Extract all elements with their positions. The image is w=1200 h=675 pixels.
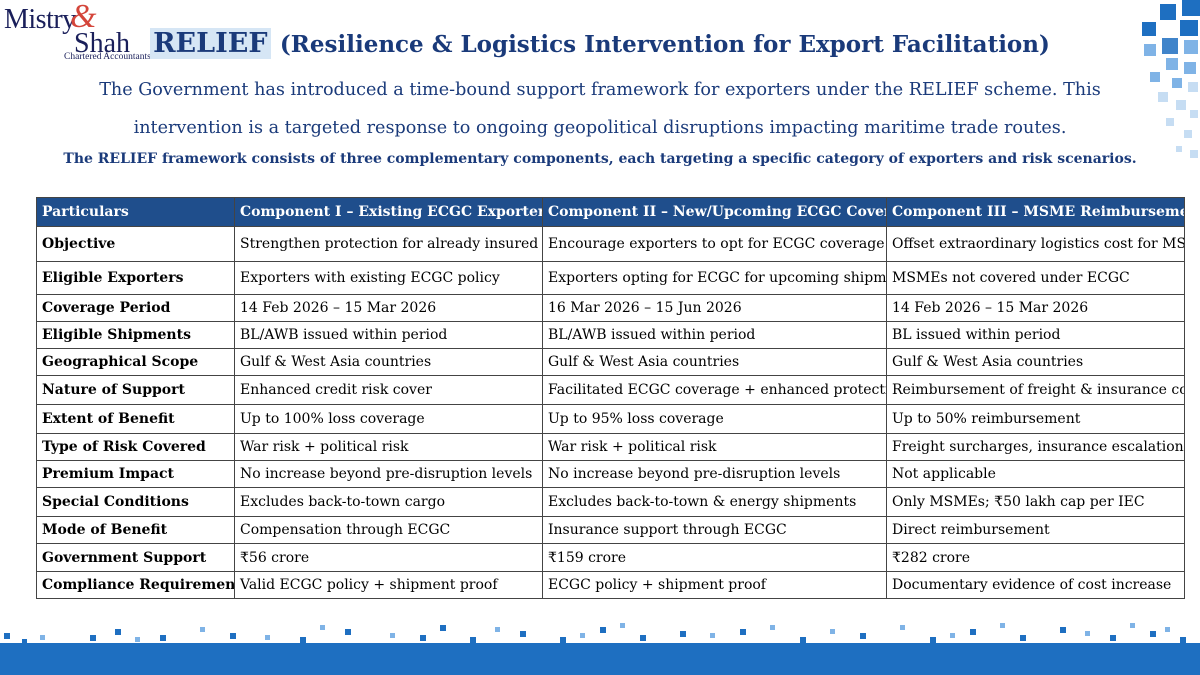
- cell-component-3: Freight surcharges, insurance escalation: [886, 433, 1185, 461]
- cell-component-2: Excludes back-to-town & energy shipments: [542, 487, 887, 517]
- cell-component-3: Gulf & West Asia countries: [886, 348, 1185, 376]
- cell-component-2: Insurance support through ECGC: [542, 516, 887, 544]
- table-row: Extent of Benefit Up to 100% loss coverag…: [36, 404, 1185, 434]
- table-row: Premium Impact No increase beyond pre-dis…: [36, 460, 1185, 488]
- table-row: Type of Risk Covered War risk + political…: [36, 433, 1185, 461]
- logo-text-mistry: Mistry: [4, 4, 76, 35]
- cell-component-1: War risk + political risk: [234, 433, 543, 461]
- cell-component-3: MSMEs not covered under ECGC: [886, 261, 1185, 295]
- title-highlight: RELIEF: [150, 28, 271, 59]
- logo-tagline: Chartered Accountants: [64, 52, 151, 62]
- row-particular: Eligible Shipments: [36, 321, 235, 349]
- page-title: RELIEF (Resilience & Logistics Intervent…: [0, 28, 1200, 59]
- header-component-3: Component III – MSME Reimbursement: [886, 197, 1185, 227]
- row-particular: Coverage Period: [36, 294, 235, 322]
- cell-component-1: Exporters with existing ECGC policy: [234, 261, 543, 295]
- header-component-2: Component II – New/Upcoming ECGC Coverag…: [542, 197, 887, 227]
- table-row: Objective Strengthen protection for alrea…: [36, 226, 1185, 262]
- table-header-row: Particulars Component I – Existing ECGC …: [36, 197, 1185, 227]
- cell-component-1: Up to 100% loss coverage: [234, 404, 543, 434]
- cell-component-3: Offset extraordinary logistics cost for …: [886, 226, 1185, 262]
- relief-components-table: Particulars Component I – Existing ECGC …: [36, 197, 1185, 599]
- cell-component-3: Reimbursement of freight & insurance cos…: [886, 375, 1185, 405]
- cell-component-1: Enhanced credit risk cover: [234, 375, 543, 405]
- logo-ampersand: &: [70, 0, 97, 35]
- table-row: Coverage Period 14 Feb 2026 – 15 Mar 2026…: [36, 294, 1185, 322]
- cell-component-1: ₹56 crore: [234, 543, 543, 572]
- table-row: Government Support ₹56 crore ₹159 crore ₹28…: [36, 543, 1185, 572]
- header-particulars: Particulars: [36, 197, 235, 227]
- cell-component-3: Not applicable: [886, 460, 1185, 488]
- row-particular: Compliance Requirement: [36, 571, 235, 599]
- cell-component-2: ₹159 crore: [542, 543, 887, 572]
- decorative-pixel-pattern-right: [1142, 0, 1200, 158]
- row-particular: Premium Impact: [36, 460, 235, 488]
- cell-component-2: Up to 95% loss coverage: [542, 404, 887, 434]
- cell-component-3: ₹282 crore: [886, 543, 1185, 572]
- table-row: Eligible Exporters Exporters with existin…: [36, 261, 1185, 295]
- decorative-pixel-pattern-bottom: [4, 623, 1186, 644]
- row-particular: Objective: [36, 226, 235, 262]
- cell-component-1: No increase beyond pre-disruption levels: [234, 460, 543, 488]
- firm-logo: Mistry & Shah Chartered Accountants: [4, 0, 151, 62]
- cell-component-2: BL/AWB issued within period: [542, 321, 887, 349]
- cell-component-2: War risk + political risk: [542, 433, 887, 461]
- row-particular: Government Support: [36, 543, 235, 572]
- intro-line-1: The Government has introduced a time-bou…: [99, 80, 1101, 100]
- intro-line-2: intervention is a targeted response to o…: [133, 118, 1067, 138]
- cell-component-2: ECGC policy + shipment proof: [542, 571, 887, 599]
- cell-component-1: Strengthen protection for already insure…: [234, 226, 543, 262]
- table-row: Nature of Support Enhanced credit risk co…: [36, 375, 1185, 405]
- framework-subline: The RELIEF framework consists of three c…: [63, 151, 1137, 167]
- table-row: Geographical Scope Gulf & West Asia count…: [36, 348, 1185, 376]
- row-particular: Extent of Benefit: [36, 404, 235, 434]
- row-particular: Eligible Exporters: [36, 261, 235, 295]
- table-row: Special Conditions Excludes back-to-town …: [36, 487, 1185, 517]
- cell-component-2: Facilitated ECGC coverage + enhanced pro…: [542, 375, 887, 405]
- footer-accent-bar: [0, 643, 1200, 675]
- table-row: Eligible Shipments BL/AWB issued within p…: [36, 321, 1185, 349]
- row-particular: Special Conditions: [36, 487, 235, 517]
- row-particular: Mode of Benefit: [36, 516, 235, 544]
- row-particular: Nature of Support: [36, 375, 235, 405]
- cell-component-2: 16 Mar 2026 – 15 Jun 2026: [542, 294, 887, 322]
- cell-component-2: Exporters opting for ECGC for upcoming s…: [542, 261, 887, 295]
- cell-component-3: 14 Feb 2026 – 15 Mar 2026: [886, 294, 1185, 322]
- title-expansion: (Resilience & Logistics Intervention for…: [279, 31, 1050, 58]
- cell-component-1: Gulf & West Asia countries: [234, 348, 543, 376]
- cell-component-3: Up to 50% reimbursement: [886, 404, 1185, 434]
- cell-component-3: Only MSMEs; ₹50 lakh cap per IEC: [886, 487, 1185, 517]
- header-component-1: Component I – Existing ECGC Exporters: [234, 197, 543, 227]
- cell-component-1: Compensation through ECGC: [234, 516, 543, 544]
- table-row: Mode of Benefit Compensation through ECGC…: [36, 516, 1185, 544]
- cell-component-1: Valid ECGC policy + shipment proof: [234, 571, 543, 599]
- cell-component-1: 14 Feb 2026 – 15 Mar 2026: [234, 294, 543, 322]
- cell-component-3: BL issued within period: [886, 321, 1185, 349]
- row-particular: Type of Risk Covered: [36, 433, 235, 461]
- cell-component-3: Documentary evidence of cost increase: [886, 571, 1185, 599]
- cell-component-2: Gulf & West Asia countries: [542, 348, 887, 376]
- cell-component-1: BL/AWB issued within period: [234, 321, 543, 349]
- cell-component-2: No increase beyond pre-disruption levels: [542, 460, 887, 488]
- cell-component-1: Excludes back-to-town cargo: [234, 487, 543, 517]
- cell-component-2: Encourage exporters to opt for ECGC cove…: [542, 226, 887, 262]
- cell-component-3: Direct reimbursement: [886, 516, 1185, 544]
- logo-text-shah: Shah: [74, 28, 130, 59]
- table-row: Compliance Requirement Valid ECGC policy …: [36, 571, 1185, 599]
- row-particular: Geographical Scope: [36, 348, 235, 376]
